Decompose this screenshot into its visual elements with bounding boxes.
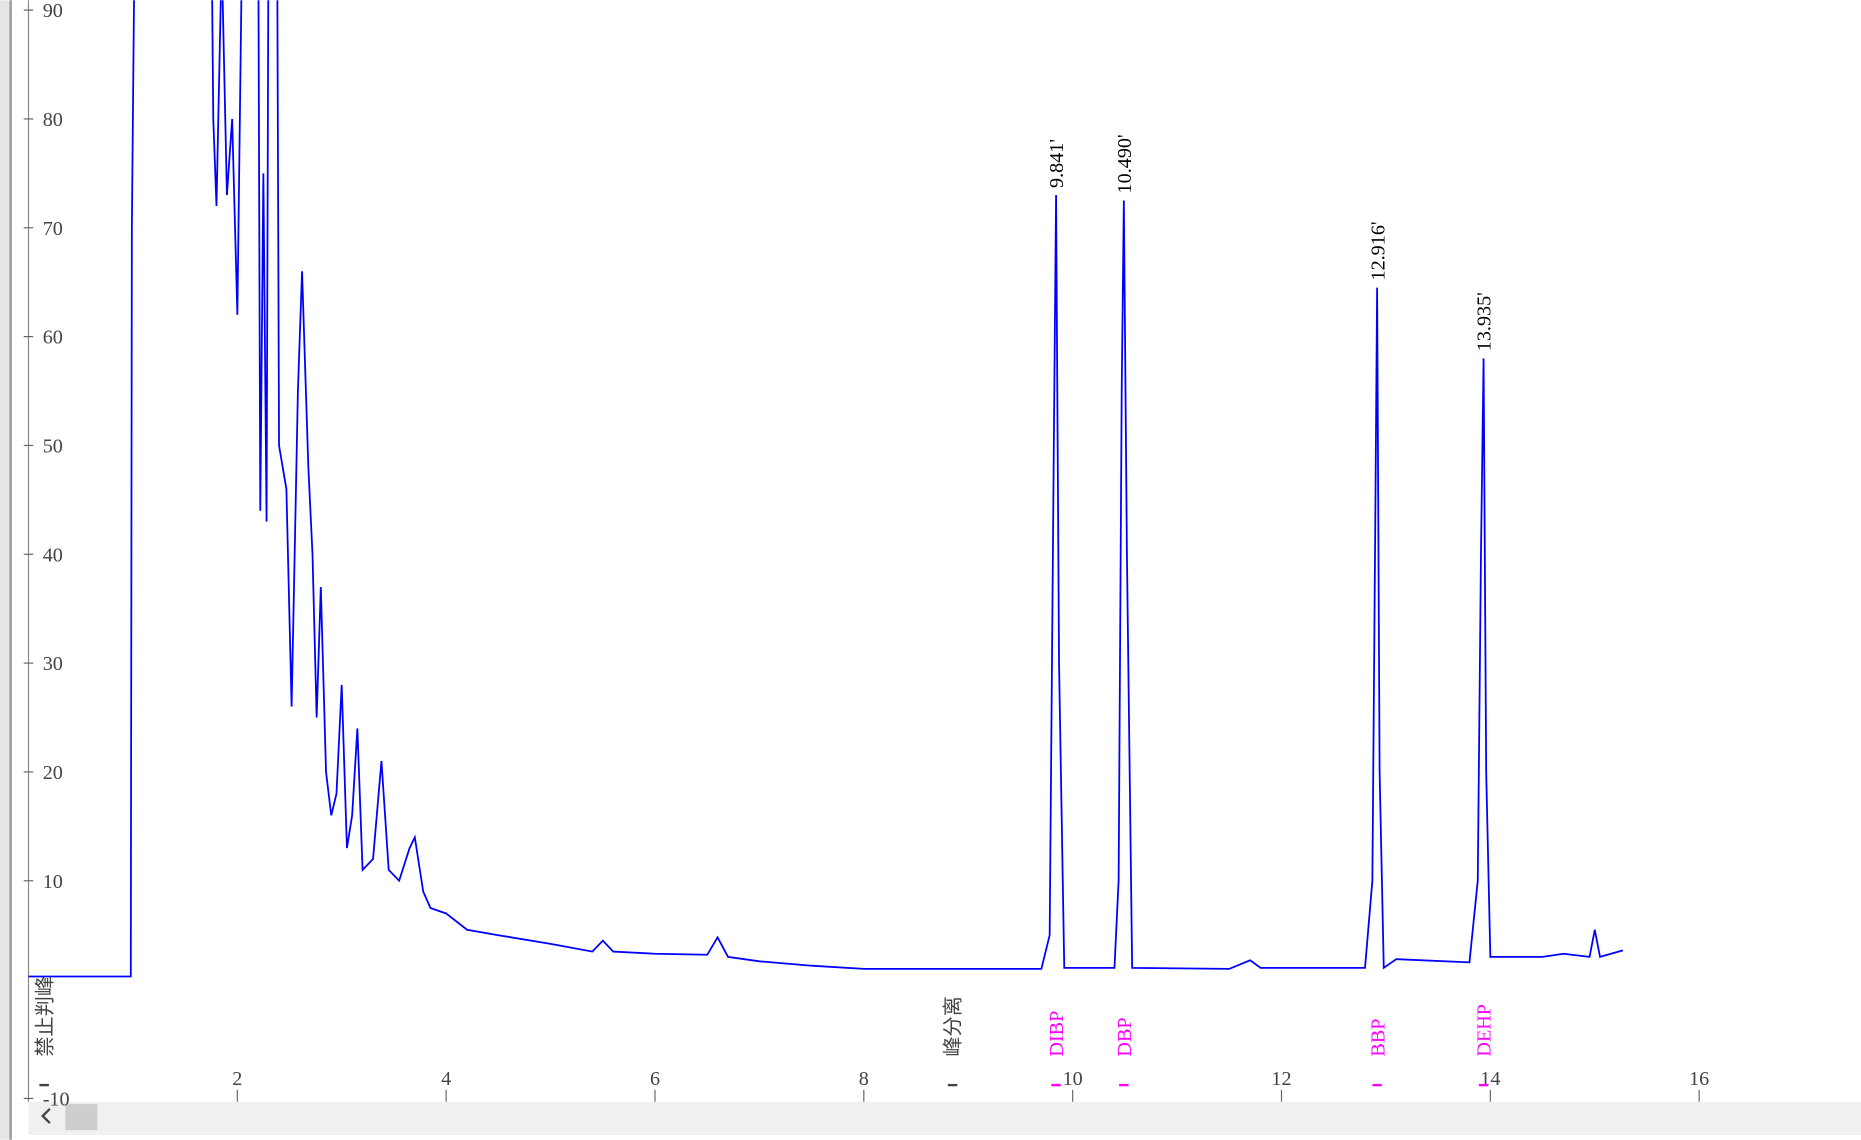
compound-name: BBP bbox=[1367, 1019, 1389, 1057]
x-tick-label: 2 bbox=[232, 1068, 242, 1090]
plot-area bbox=[28, 0, 1624, 978]
compound-name: DBP bbox=[1114, 1017, 1136, 1056]
trace bbox=[28, 0, 1624, 978]
y-tick-label: 80 bbox=[43, 109, 63, 131]
event-label: 禁止判峰 bbox=[33, 976, 56, 1057]
x-tick-label: 4 bbox=[441, 1068, 451, 1090]
x-tick-label: 16 bbox=[1689, 1068, 1709, 1090]
y-tick-label: 30 bbox=[43, 653, 63, 675]
x-tick-label: 14 bbox=[1480, 1068, 1500, 1090]
event-label: 峰分离 bbox=[942, 996, 965, 1056]
y-tick-label: 60 bbox=[43, 327, 63, 349]
compound-name: DEHP bbox=[1474, 1004, 1496, 1057]
peak-label: 13.935' bbox=[1474, 292, 1496, 351]
x-tick-label: 8 bbox=[859, 1068, 869, 1090]
peak-label: 12.916' bbox=[1367, 221, 1389, 280]
left-border bbox=[0, 0, 11, 1140]
y-tick-label: 10 bbox=[43, 871, 63, 893]
y-tick-label: 70 bbox=[43, 218, 63, 240]
y-tick-label: 40 bbox=[43, 544, 63, 566]
x-tick-label: 12 bbox=[1271, 1068, 1291, 1090]
peak-label: 10.490' bbox=[1114, 134, 1136, 193]
x-tick-label: 6 bbox=[650, 1068, 660, 1090]
compound-name: DIBP bbox=[1046, 1011, 1068, 1057]
y-tick-label: 50 bbox=[43, 436, 63, 458]
x-tick-label: 10 bbox=[1063, 1068, 1083, 1090]
peak-label: 9.841' bbox=[1046, 139, 1068, 188]
y-tick-label: -10 bbox=[43, 1089, 70, 1111]
y-tick-label: 20 bbox=[43, 762, 63, 784]
scrollbar[interactable] bbox=[28, 1101, 1861, 1135]
y-tick-label: 90 bbox=[43, 0, 63, 22]
scroll-left-arrow[interactable] bbox=[41, 1107, 51, 1124]
scrollbar-thumb[interactable] bbox=[65, 1104, 98, 1131]
